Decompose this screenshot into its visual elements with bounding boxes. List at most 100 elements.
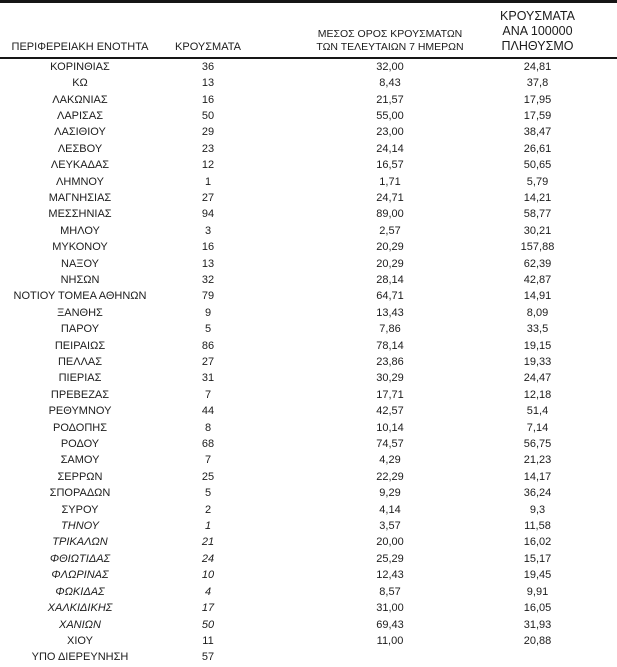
cell-per-100000: 19,15 <box>523 339 552 352</box>
cell-per-100000: 19,33 <box>523 356 552 369</box>
table-row: ΠΕΛΛΑΣ 27 23,86 19,33 <box>0 354 617 370</box>
cell-region-name: ΜΑΓΝΗΣΙΑΣ <box>48 191 112 204</box>
cell-avg-7-days: 22,29 <box>376 470 404 483</box>
cell-per-100000: 9,91 <box>526 585 549 598</box>
cell-per-100000: 14,91 <box>523 290 552 303</box>
cell-region-name: ΣΑΜΟΥ <box>60 454 100 467</box>
cell-per-100000: 21,23 <box>523 454 552 467</box>
cell-cases: 31 <box>201 372 215 385</box>
table-row: ΡΕΘΥΜΝΟΥ 44 42,57 51,4 <box>0 403 617 419</box>
cell-region-name: ΦΛΩΡΙΝΑΣ <box>51 569 109 582</box>
cell-per-100000: 157,88 <box>520 241 555 254</box>
cell-avg-7-days: 30,29 <box>376 372 404 385</box>
cell-avg-7-days: 20,00 <box>376 536 404 549</box>
cell-avg-7-days: 1,71 <box>379 175 401 188</box>
cell-per-100000: 62,39 <box>523 257 552 270</box>
table-row: ΝΗΣΩΝ 32 28,14 42,87 <box>0 272 617 288</box>
table-row: ΣΕΡΡΩΝ 25 22,29 14,17 <box>0 469 617 485</box>
cell-cases: 21 <box>201 536 215 549</box>
cell-cases: 50 <box>201 109 215 122</box>
cell-cases: 27 <box>201 356 215 369</box>
table-row: ΚΟΡΙΝΘΙΑΣ 36 32,00 24,81 <box>0 59 617 75</box>
table-row: ΡΟΔΟΥ 68 74,57 56,75 <box>0 436 617 452</box>
table-row: ΤΗΝΟΥ 1 3,57 11,58 <box>0 518 617 534</box>
cell-cases: 1 <box>204 520 212 533</box>
table-row: ΛΕΥΚΑΔΑΣ 12 16,57 50,65 <box>0 157 617 173</box>
cell-region-name: ΣΥΡΟΥ <box>61 503 99 516</box>
cell-avg-7-days: 74,57 <box>376 438 404 451</box>
cell-per-100000: 16,05 <box>523 602 552 615</box>
top-rule <box>0 0 617 3</box>
table-row: ΦΛΩΡΙΝΑΣ 10 12,43 19,45 <box>0 567 617 583</box>
cell-region-name: ΝΟΤΙΟΥ ΤΟΜΕΑ ΑΘΗΝΩΝ <box>13 290 147 303</box>
cell-region-name: ΛΑΡΙΣΑΣ <box>56 109 103 122</box>
cell-region-name: ΚΟΡΙΝΘΙΑΣ <box>50 60 110 73</box>
cell-cases: 9 <box>204 306 212 319</box>
cell-region-name: ΤΡΙΚΑΛΩΝ <box>52 536 108 549</box>
cell-avg-7-days: 4,14 <box>379 503 401 516</box>
cell-region-name: ΠΕΙΡΑΙΩΣ <box>54 339 106 352</box>
cell-region-name: ΜΕΣΣΗΝΙΑΣ <box>48 208 112 221</box>
cell-per-100000: 19,45 <box>523 569 552 582</box>
cell-per-100000: 26,61 <box>523 142 552 155</box>
cell-per-100000: 58,77 <box>523 208 552 221</box>
cell-avg-7-days: 7,86 <box>379 323 401 336</box>
cell-region-name: ΦΩΚΙΔΑΣ <box>55 585 105 598</box>
cell-region-name: ΝΗΣΩΝ <box>60 273 100 286</box>
table-body: ΚΟΡΙΝΘΙΑΣ 36 32,00 24,81 ΚΩ 13 8,43 37,8 ΛΑΚΩΝΙΑ… <box>0 59 617 666</box>
cell-region-name: ΥΠΟ ΔΙΕΡΕΥΝΗΣΗ <box>31 651 129 664</box>
cell-region-name: ΤΗΝΟΥ <box>61 520 99 533</box>
cell-per-100000: 31,93 <box>523 618 552 631</box>
cell-cases: 16 <box>201 93 215 106</box>
table-row: ΛΗΜΝΟΥ 1 1,71 5,79 <box>0 173 617 189</box>
cell-region-name: ΡΟΔΟΥ <box>60 438 100 451</box>
cell-cases: 57 <box>201 651 215 664</box>
cell-cases: 94 <box>201 208 215 221</box>
cell-avg-7-days: 23,00 <box>376 126 404 139</box>
table-row: ΝΑΞΟΥ 13 20,29 62,39 <box>0 255 617 271</box>
header-cases: ΚΡΟΥΣΜΑΤΑ <box>175 40 241 53</box>
cell-avg-7-days: 17,71 <box>376 388 404 401</box>
cell-region-name: ΠΙΕΡΙΑΣ <box>58 372 102 385</box>
cell-region-name: ΜΥΚΟΝΟΥ <box>52 241 108 254</box>
table-row: ΧΑΝΙΩΝ 50 69,43 31,93 <box>0 616 617 632</box>
cell-avg-7-days: 20,29 <box>376 241 404 254</box>
cell-avg-7-days: 13,43 <box>376 306 404 319</box>
cell-per-100000: 14,17 <box>523 470 552 483</box>
cell-per-100000: 15,17 <box>523 552 552 565</box>
cell-region-name: ΧΑΛΚΙΔΙΚΗΣ <box>47 602 113 615</box>
cell-region-name: ΠΑΡΟΥ <box>60 323 100 336</box>
cell-cases: 16 <box>201 241 215 254</box>
cell-per-100000: 50,65 <box>523 159 552 172</box>
cell-per-100000: 36,24 <box>523 487 552 500</box>
table-row: ΜΑΓΝΗΣΙΑΣ 27 24,71 14,21 <box>0 190 617 206</box>
cell-per-100000: 17,95 <box>523 93 552 106</box>
table-row: ΠΡΕΒΕΖΑΣ 7 17,71 12,18 <box>0 387 617 403</box>
cell-cases: 11 <box>202 634 214 647</box>
cell-avg-7-days: 16,57 <box>376 159 404 172</box>
cell-cases: 36 <box>201 60 215 73</box>
table-row: ΥΠΟ ΔΙΕΡΕΥΝΗΣΗ 57 <box>0 649 617 665</box>
table-row: ΠΕΙΡΑΙΩΣ 86 78,14 19,15 <box>0 337 617 353</box>
cell-region-name: ΛΑΚΩΝΙΑΣ <box>52 93 108 106</box>
cell-per-100000: 9,3 <box>529 503 546 516</box>
cell-region-name: ΛΑΣΙΘΙΟΥ <box>54 126 106 139</box>
cell-per-100000: 14,21 <box>523 191 552 204</box>
cell-region-name: ΡΟΔΟΠΗΣ <box>52 421 108 434</box>
cell-cases: 24 <box>201 552 215 565</box>
cell-avg-7-days: 64,71 <box>376 290 404 303</box>
cell-cases: 12 <box>201 159 215 172</box>
cell-region-name: ΣΠΟΡΑΔΩΝ <box>49 487 111 500</box>
cell-cases: 68 <box>201 438 215 451</box>
cell-per-100000: 7,14 <box>526 421 549 434</box>
cell-cases: 1 <box>204 175 212 188</box>
header-regional-unit: ΠΕΡΙΦΕΡΕΙΑΚΗ ΕΝΟΤΗΤΑ <box>11 40 149 53</box>
table-row: ΛΕΣΒΟΥ 23 24,14 26,61 <box>0 141 617 157</box>
cell-cases: 29 <box>201 126 215 139</box>
table-row: ΤΡΙΚΑΛΩΝ 21 20,00 16,02 <box>0 534 617 550</box>
cell-region-name: ΣΕΡΡΩΝ <box>57 470 103 483</box>
cell-per-100000: 16,02 <box>523 536 552 549</box>
cell-avg-7-days: 25,29 <box>376 552 404 565</box>
cell-avg-7-days: 11,00 <box>376 634 404 647</box>
